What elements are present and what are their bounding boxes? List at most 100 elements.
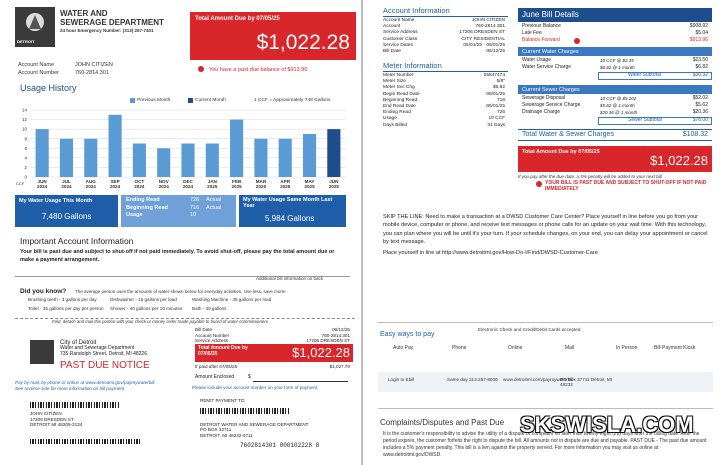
x-tick-label: JUN 2024 bbox=[37, 179, 48, 190]
penalty-note: If you pay after the due date, a 5% pena… bbox=[518, 174, 663, 179]
charge-amount: $6.82 bbox=[695, 64, 708, 70]
remit-address: DETROIT WATER AND SEWERAGE DEPARTMENT bbox=[200, 421, 309, 427]
charge-rate: $20.36 @ 1 month bbox=[600, 110, 638, 115]
account-label: Account Name bbox=[18, 62, 55, 68]
info-value: 726 bbox=[496, 110, 505, 116]
read-label: Ending Read bbox=[126, 197, 160, 203]
summary-label: Balance Forward bbox=[522, 37, 560, 43]
summary-amount: $913.96 bbox=[689, 37, 708, 43]
chart-note: 1 CCF = Approximately 748 Gallons bbox=[254, 98, 331, 103]
bar bbox=[59, 138, 74, 177]
reads-box bbox=[121, 195, 236, 227]
pay-detail: www.detroitmi.com/paymywaterbill bbox=[503, 377, 574, 382]
title-rule bbox=[383, 16, 508, 17]
customer-barcode bbox=[30, 402, 120, 408]
stub-field-value: 760-2814.301 bbox=[321, 332, 350, 338]
stub-field-value: 17206 DRESDEN ST bbox=[306, 338, 350, 343]
important-text: Your bill is past due and subject to shu… bbox=[20, 249, 335, 263]
y-tick-label: 14 bbox=[22, 108, 28, 113]
bar bbox=[302, 133, 317, 177]
info-value: CITY RESIDENTIAL bbox=[461, 36, 505, 42]
y-axis-label: CCF bbox=[16, 181, 25, 186]
charge-label: Sewerage Service Charge bbox=[522, 102, 581, 108]
usage-fact: Toilet - 35 gallons per day per person bbox=[28, 306, 104, 311]
pay-accepted: Electronic Check and Credit/Debit Cards … bbox=[478, 327, 581, 332]
chart-title: Usage History bbox=[20, 83, 77, 93]
info-value: JOHN CITIZEN bbox=[471, 18, 505, 23]
customer-address: DETROIT MI 48205-3134 bbox=[30, 422, 83, 427]
alert-icon bbox=[574, 38, 580, 44]
remit-address: REMIT PAYMENT TO bbox=[200, 398, 245, 403]
section-title: Did you know? bbox=[20, 288, 67, 295]
bar bbox=[230, 119, 244, 177]
watermark: SKSWISLA.COM bbox=[520, 412, 694, 437]
info-value: $6.82 bbox=[492, 85, 505, 91]
x-tick-label: FEB 2025 bbox=[231, 179, 242, 190]
complaints-text: It is the customer's responsibility to a… bbox=[383, 431, 707, 458]
summary-label: Previous Balance bbox=[522, 23, 561, 29]
bar bbox=[157, 148, 171, 177]
detach-note: Fold, detach and mail this portion with … bbox=[52, 319, 270, 324]
page-divider bbox=[361, 0, 363, 465]
charge-label: Sewerage Disposal bbox=[522, 95, 566, 101]
account-value: 760-2814.301 bbox=[75, 70, 109, 76]
pay-method: Bill Payment Kiosk bbox=[654, 345, 696, 351]
subtotal-amount: $30.32 bbox=[692, 72, 708, 78]
y-tick-label: 4 bbox=[24, 155, 27, 160]
info-value: 5/8" bbox=[496, 79, 505, 85]
remit-barcode bbox=[200, 408, 290, 414]
y-tick-label: 12 bbox=[22, 117, 28, 122]
section-title: Complaints/Disputes and Past Due bbox=[380, 418, 505, 427]
past-due-alert: You have a past due balance of $913.96 bbox=[209, 67, 308, 73]
last-year-value: 5,984 Gallons bbox=[265, 214, 315, 223]
additional-info: Additional bill information on back bbox=[256, 276, 324, 281]
x-tick-label: APR 2025 bbox=[280, 179, 291, 190]
read-value: 726 bbox=[190, 197, 200, 203]
stub-field-label: Service Address bbox=[195, 338, 229, 343]
info-label: Account bbox=[383, 24, 401, 30]
subtotal-box bbox=[598, 72, 712, 80]
last-year-label: My Water Usage Same Month Last Year bbox=[243, 197, 333, 210]
bar bbox=[35, 129, 49, 177]
emergency-number: 24 hour Emergency Number: (313) 267-7401 bbox=[60, 28, 154, 33]
pay-detail: PO Box 37711 Detroit, MI 48232 bbox=[560, 377, 612, 388]
usage-box-label: My Water Usage This Month bbox=[19, 198, 93, 204]
stub-total-label: Total Amount Due by 07/05/25 bbox=[198, 345, 248, 357]
x-tick-label: SEP 2024 bbox=[109, 179, 121, 190]
bill-total-amount: $1,022.28 bbox=[650, 153, 708, 168]
usage-fact: Brushing teeth - 3 gallons per day bbox=[28, 297, 97, 302]
info-label: Bill Date bbox=[383, 49, 401, 54]
pay-method: Online bbox=[508, 345, 523, 351]
x-tick-label: OCT 2024 bbox=[134, 179, 145, 190]
charge-rate: $5.62 @ 1 month bbox=[600, 103, 635, 108]
info-value: 31 Days bbox=[487, 122, 505, 128]
charges-title: Current Sewer Charges bbox=[522, 86, 580, 93]
info-label: Meter Size bbox=[383, 79, 406, 85]
pay-method: Phone bbox=[452, 345, 467, 351]
x-tick-label: JAN 2025 bbox=[207, 179, 218, 190]
pay-method: In Person bbox=[616, 345, 638, 351]
did-you-know-intro: The average person uses the amounts of w… bbox=[75, 289, 286, 294]
stub-total-box bbox=[195, 344, 353, 362]
total-charges-amount: $108.32 bbox=[682, 131, 708, 138]
bar bbox=[108, 114, 122, 177]
read-label: Usage bbox=[126, 212, 143, 218]
stub-org: City of Detroit bbox=[60, 340, 97, 346]
org-name: WATER AND bbox=[60, 9, 108, 18]
total-rule bbox=[518, 140, 712, 141]
usage-box bbox=[15, 195, 118, 227]
pay-note: See reverse side for more information on… bbox=[15, 386, 125, 391]
stub-field-label: Account Number bbox=[195, 332, 230, 338]
x-tick-label: NOV 2024 bbox=[158, 179, 169, 190]
late-label: If paid after 07/05/25 bbox=[195, 364, 238, 369]
section-title: Important Account Information bbox=[20, 236, 134, 246]
usage-fact: Dishwasher - 15 gallons per load bbox=[110, 297, 177, 302]
enclosed-currency: $ bbox=[248, 374, 251, 380]
info-label: Meter Number bbox=[383, 73, 414, 78]
skip-line-link: Place yourself in line at http://www.det… bbox=[383, 250, 598, 256]
enclosed-label: Amount Enclosed bbox=[195, 374, 235, 380]
total-charges-label: Total Water & Sewer Charges bbox=[522, 131, 614, 138]
info-value: 06/12/25 bbox=[486, 49, 505, 54]
info-label: Beginning Read bbox=[383, 97, 418, 103]
alert-icon bbox=[198, 66, 204, 72]
